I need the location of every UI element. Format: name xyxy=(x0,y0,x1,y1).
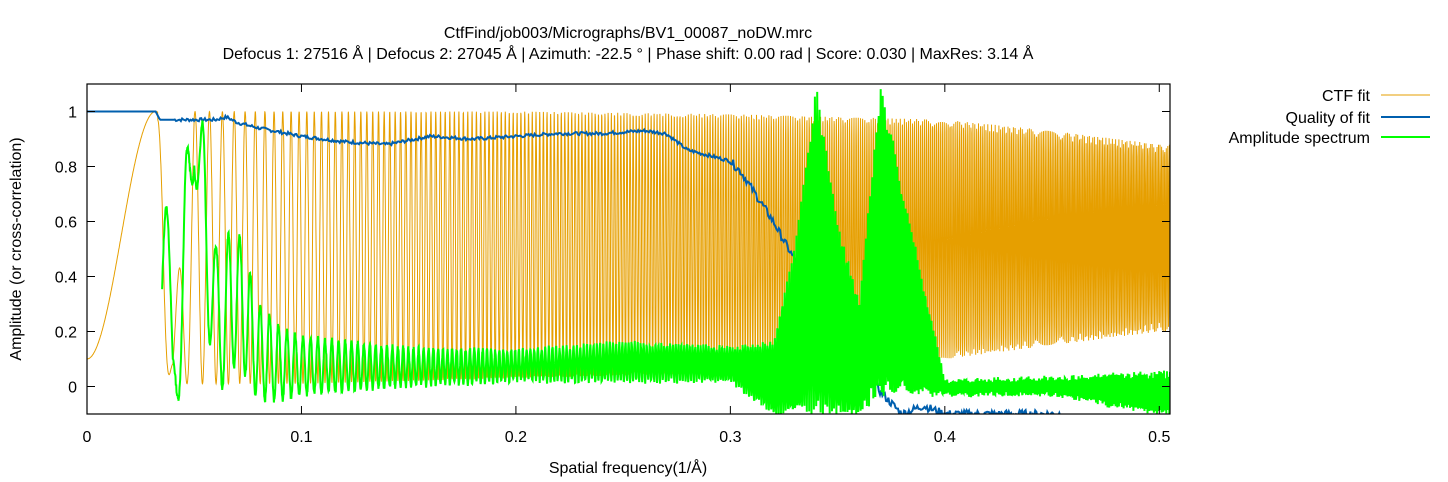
legend-label: Amplitude spectrum xyxy=(1229,130,1370,147)
legend: CTF fit Quality of fit Amplitude spectrum xyxy=(1229,88,1430,147)
x-tick-label: 0.2 xyxy=(505,429,527,446)
y-tick-label: 0 xyxy=(68,380,77,397)
y-tick-label: 0.4 xyxy=(55,270,77,287)
series-quality-of-fit xyxy=(87,110,1061,414)
x-tick-label: 0.3 xyxy=(719,429,741,446)
legend-label: CTF fit xyxy=(1322,88,1371,105)
series-layer xyxy=(87,89,1170,414)
y-tick-label: 0.8 xyxy=(55,160,77,177)
y-tick-label: 0.2 xyxy=(55,325,77,342)
series-ctf-fit xyxy=(87,110,1170,386)
y-axis-label: Amplitude (or cross-correlation) xyxy=(8,137,25,360)
x-tick-label: 0.4 xyxy=(934,429,956,446)
ticks-layer: 0 0.1 0.2 0.3 0.4 0.5 0 0.2 0.4 0.6 0.8 1 xyxy=(55,84,1170,446)
x-axis-label: Spatial frequency(1/Å) xyxy=(549,458,707,477)
x-tick-label: 0 xyxy=(83,429,92,446)
series-amplitude-spectrum xyxy=(161,89,1170,414)
chart-subtitle: Defocus 1: 27516 Å | Defocus 2: 27045 Å … xyxy=(223,44,1034,63)
plot-frame xyxy=(86,83,1171,415)
y-tick-label: 1 xyxy=(68,105,77,122)
legend-label: Quality of fit xyxy=(1286,110,1371,127)
x-tick-label: 0.5 xyxy=(1148,429,1170,446)
chart-title: CtfFind/job003/Micrographs/BV1_00087_noD… xyxy=(444,25,812,42)
y-tick-label: 0.6 xyxy=(55,215,77,232)
x-tick-label: 0.1 xyxy=(290,429,312,446)
